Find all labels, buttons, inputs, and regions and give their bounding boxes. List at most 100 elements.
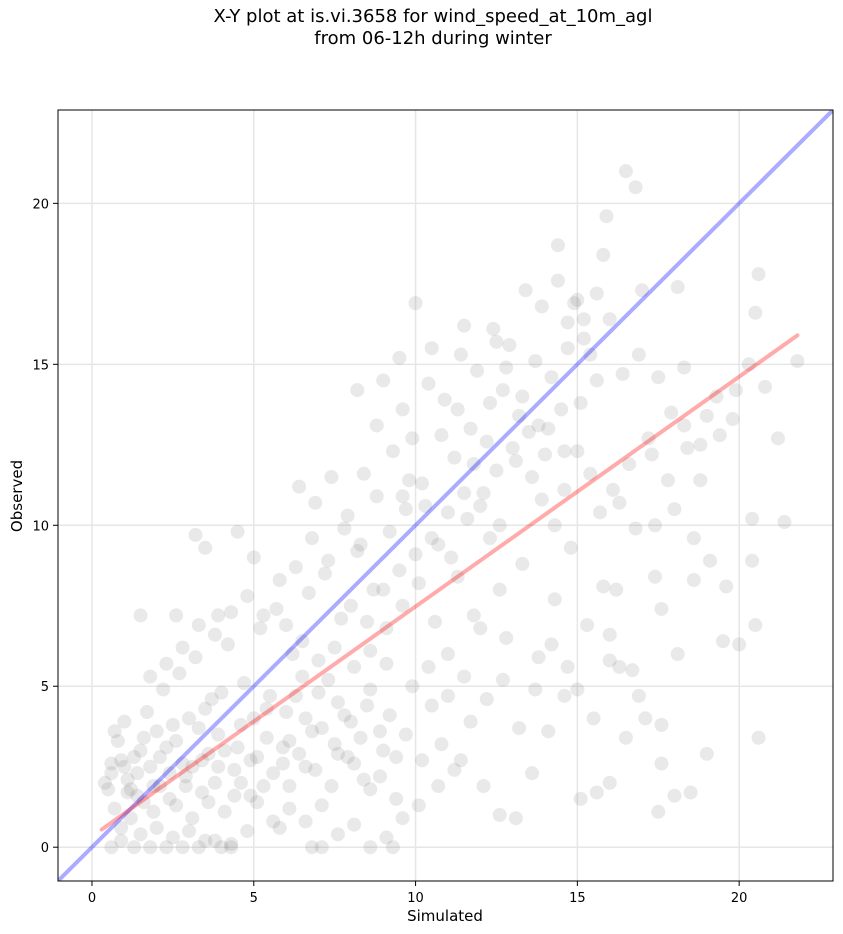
data-point xyxy=(492,808,507,823)
data-point xyxy=(492,582,507,597)
data-point xyxy=(227,762,242,777)
data-point xyxy=(538,447,553,462)
data-point xyxy=(680,441,695,456)
data-point xyxy=(237,676,252,691)
data-point xyxy=(327,737,342,752)
data-point xyxy=(440,647,455,662)
data-point xyxy=(156,682,171,697)
data-point xyxy=(214,840,229,855)
data-point xyxy=(169,733,184,748)
data-point xyxy=(431,537,446,552)
x-tick-label: 10 xyxy=(407,891,424,906)
data-point xyxy=(392,563,407,578)
data-point xyxy=(770,431,785,446)
data-point xyxy=(395,811,410,826)
data-point xyxy=(379,621,394,636)
regression-fit-line xyxy=(99,333,800,832)
data-point xyxy=(457,486,472,501)
data-point xyxy=(605,482,620,497)
chart-title-line-2: from 06-12h during winter xyxy=(314,28,552,49)
data-point xyxy=(188,650,203,665)
data-point xyxy=(305,724,320,739)
data-point xyxy=(117,759,132,774)
data-point xyxy=(560,315,575,330)
data-point xyxy=(120,785,135,800)
data-point xyxy=(114,820,129,835)
data-point xyxy=(360,698,375,713)
data-point xyxy=(631,688,646,703)
data-point xyxy=(748,618,763,633)
data-point xyxy=(282,733,297,748)
data-point xyxy=(544,370,559,385)
data-point xyxy=(250,750,265,765)
data-point xyxy=(275,740,290,755)
data-point xyxy=(194,753,209,768)
data-point xyxy=(602,627,617,642)
data-point xyxy=(495,383,510,398)
data-point xyxy=(586,711,601,726)
data-point xyxy=(347,817,362,832)
data-point xyxy=(204,692,219,707)
data-point xyxy=(175,840,190,855)
data-point xyxy=(453,753,468,768)
data-point xyxy=(541,724,556,739)
chart-title-line-1: X-Y plot at is.vi.3658 for wind_speed_at… xyxy=(213,6,653,27)
data-point xyxy=(353,537,368,552)
data-point xyxy=(567,296,582,311)
data-point xyxy=(615,366,630,381)
data-point xyxy=(363,782,378,797)
data-point xyxy=(104,840,119,855)
data-point xyxy=(272,573,287,588)
data-point xyxy=(580,618,595,633)
data-point xyxy=(751,730,766,745)
data-point xyxy=(557,444,572,459)
data-point xyxy=(583,466,598,481)
data-point xyxy=(305,840,320,855)
data-point xyxy=(369,418,384,433)
data-point xyxy=(570,292,585,307)
data-point xyxy=(492,518,507,533)
data-point xyxy=(424,698,439,713)
x-tick-label: 15 xyxy=(569,891,586,906)
data-point xyxy=(165,717,180,732)
data-point xyxy=(528,354,543,369)
data-point xyxy=(324,469,339,484)
data-point xyxy=(411,576,426,591)
data-point xyxy=(612,495,627,510)
data-point xyxy=(508,453,523,468)
data-point xyxy=(182,824,197,839)
data-point xyxy=(463,714,478,729)
data-point xyxy=(347,756,362,771)
data-point xyxy=(515,556,530,571)
identity-line xyxy=(58,110,833,881)
data-point xyxy=(434,737,449,752)
data-point xyxy=(107,801,122,816)
data-point xyxy=(424,341,439,356)
data-point xyxy=(651,370,666,385)
data-point xyxy=(130,788,145,803)
data-point xyxy=(790,354,805,369)
data-point xyxy=(618,164,633,179)
data-point xyxy=(246,711,261,726)
data-point xyxy=(211,727,226,742)
data-point xyxy=(651,804,666,819)
data-point xyxy=(143,669,158,684)
data-point xyxy=(512,721,527,736)
data-point xyxy=(602,653,617,668)
data-point xyxy=(534,299,549,314)
data-point xyxy=(622,457,637,472)
data-point xyxy=(146,779,161,794)
data-point xyxy=(557,482,572,497)
data-point xyxy=(411,798,426,813)
data-point xyxy=(314,798,329,813)
data-point xyxy=(693,437,708,452)
data-point xyxy=(120,772,135,787)
data-point xyxy=(337,521,352,536)
data-point xyxy=(395,489,410,504)
data-point xyxy=(415,476,430,491)
data-point xyxy=(220,637,235,652)
data-point xyxy=(745,553,760,568)
data-point xyxy=(560,341,575,356)
data-point xyxy=(486,321,501,336)
data-point xyxy=(240,589,255,604)
